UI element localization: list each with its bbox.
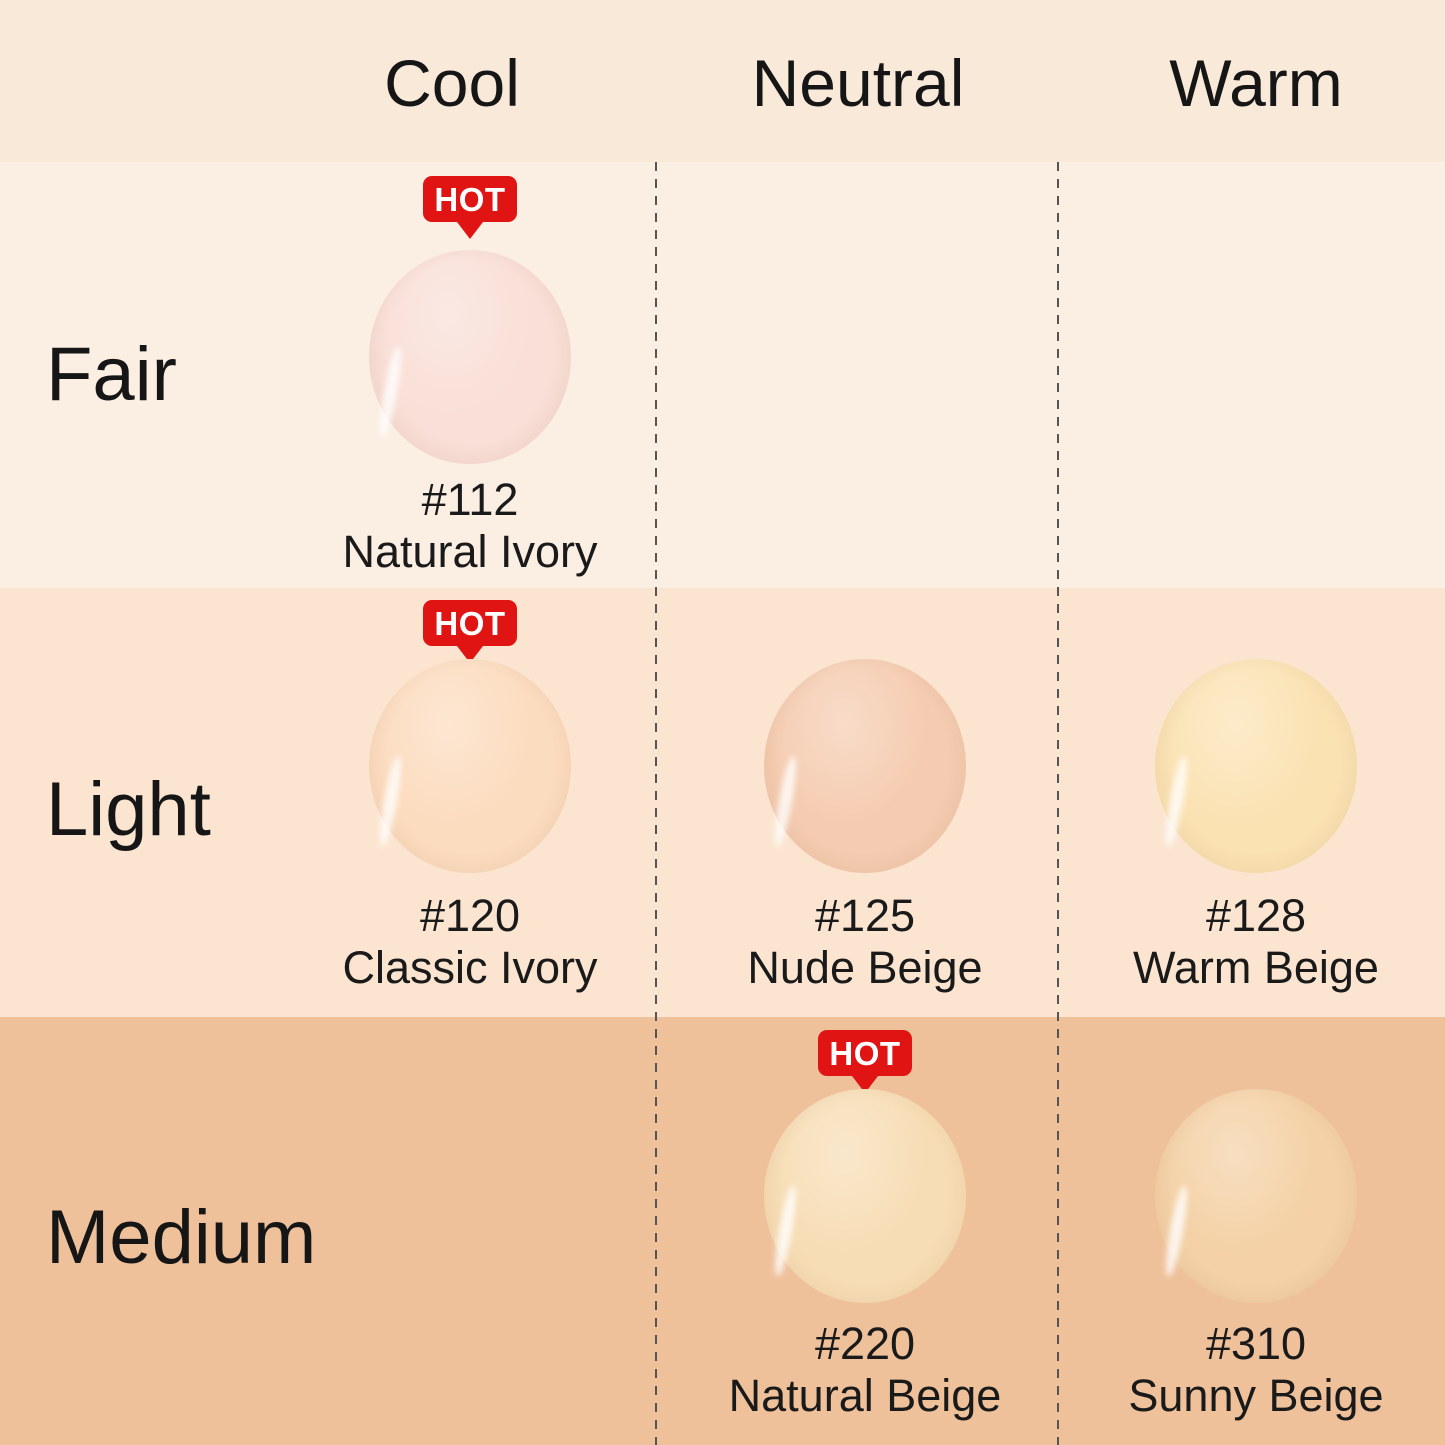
column-divider-2 <box>1057 162 1059 1445</box>
row-band-fair <box>0 162 1445 588</box>
shade-code: #310 <box>1205 1318 1307 1369</box>
hot-badge: HOT <box>423 600 517 646</box>
swatch-112 <box>369 250 571 464</box>
shade-label-125: #125 Nude Beige <box>635 890 1095 994</box>
column-header-warm: Warm <box>1169 46 1343 120</box>
swatch-120 <box>369 659 571 873</box>
shade-name: Natural Beige <box>728 1370 1002 1421</box>
shade-name: Classic Ivory <box>342 942 598 993</box>
shade-name: Warm Beige <box>1133 942 1379 993</box>
row-label-light: Light <box>46 767 211 852</box>
shade-label-128: #128 Warm Beige <box>1026 890 1445 994</box>
column-divider-1 <box>655 162 657 1445</box>
shade-code: #128 <box>1205 890 1307 941</box>
shade-code: #220 <box>814 1318 916 1369</box>
column-header-cool: Cool <box>384 46 520 120</box>
row-label-fair: Fair <box>46 332 177 417</box>
shade-label-112: #112 Natural Ivory <box>240 474 700 578</box>
shade-label-220: #220 Natural Beige <box>635 1318 1095 1422</box>
shade-code: #112 <box>421 474 519 525</box>
row-label-medium: Medium <box>46 1195 317 1280</box>
header-band <box>0 0 1445 162</box>
shade-name: Natural Ivory <box>342 526 598 577</box>
hot-badge: HOT <box>423 176 517 222</box>
swatch-310 <box>1155 1089 1357 1303</box>
shade-label-310: #310 Sunny Beige <box>1026 1318 1445 1422</box>
hot-badge: HOT <box>818 1030 912 1076</box>
shade-code: #125 <box>814 890 916 941</box>
column-header-neutral: Neutral <box>751 46 965 120</box>
shade-name: Nude Beige <box>747 942 983 993</box>
swatch-128 <box>1155 659 1357 873</box>
swatch-220 <box>764 1089 966 1303</box>
shade-label-120: #120 Classic Ivory <box>240 890 700 994</box>
swatch-125 <box>764 659 966 873</box>
shade-code: #120 <box>419 890 521 941</box>
shade-name: Sunny Beige <box>1128 1370 1384 1421</box>
